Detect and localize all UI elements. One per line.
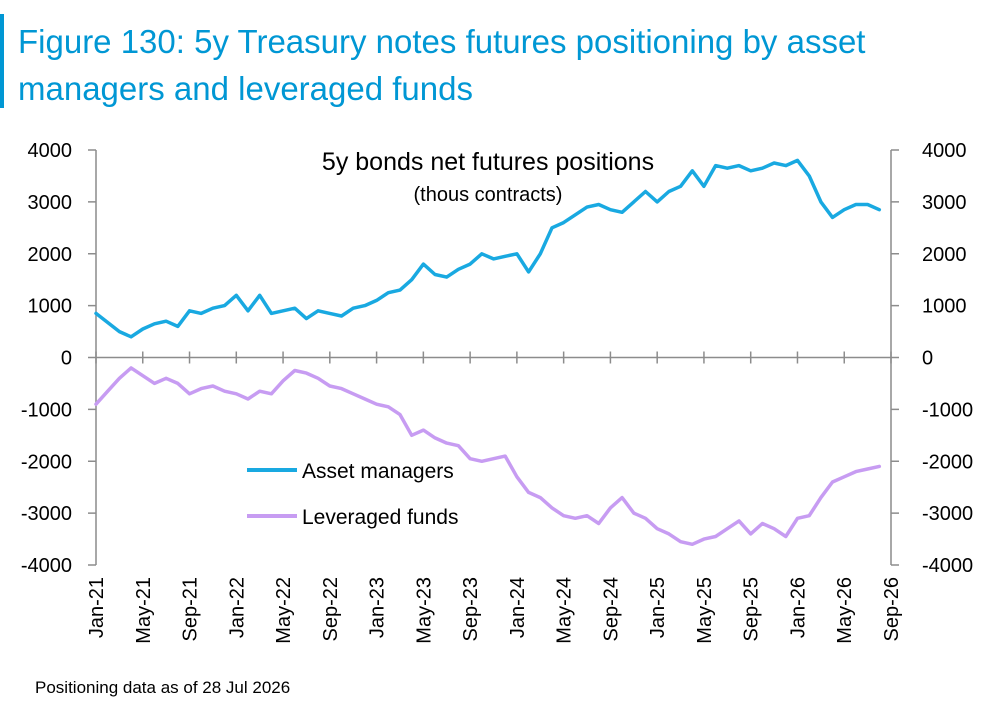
y-tick-label-left: 3000 xyxy=(28,192,73,214)
y-tick-label-right: 0 xyxy=(922,348,933,370)
x-tick-label: Jan-24 xyxy=(507,577,529,638)
x-tick-label: Sep-25 xyxy=(741,577,763,642)
y-tick-label-right: 4000 xyxy=(922,140,967,162)
x-tick-label: Jan-21 xyxy=(86,577,108,638)
title-accent-bar xyxy=(0,14,4,108)
chart-subtitle: (thous contracts) xyxy=(414,184,563,206)
y-tick-label-right: -3000 xyxy=(922,503,973,525)
chart-axes: 4000 4000 3000 3000 2000 2000 1000 1000 0 0 -1000 -… xyxy=(21,140,973,644)
x-tick-label: May-22 xyxy=(273,577,295,644)
legend-label-leveraged-funds: Leveraged funds xyxy=(302,506,458,529)
x-tick-label: May-23 xyxy=(413,577,435,644)
series-line-asset-managers xyxy=(94,158,882,339)
x-tick-label: Jan-22 xyxy=(226,577,248,638)
x-tick-label: Jan-26 xyxy=(787,577,809,638)
y-tick-label-left: 2000 xyxy=(28,244,73,266)
footnote: Positioning data as of 28 Jul 2026 xyxy=(35,678,291,697)
x-tick-label: May-25 xyxy=(694,577,716,644)
y-tick-label-left: -4000 xyxy=(21,555,72,577)
chart-title: 5y bonds net futures positions xyxy=(322,148,654,176)
x-tick-label: Sep-21 xyxy=(180,577,202,642)
x-tick-label: May-24 xyxy=(554,577,576,644)
chart-series xyxy=(94,158,882,547)
y-tick-label-left: -2000 xyxy=(21,451,72,473)
x-tick-label: Sep-24 xyxy=(600,577,622,642)
y-tick-label-left: 1000 xyxy=(28,296,73,318)
chart-legend: Asset managers Leveraged funds xyxy=(247,460,458,529)
y-tick-label-right: 1000 xyxy=(922,296,967,318)
y-tick-label-right: -2000 xyxy=(922,451,973,473)
x-tick-label: Jan-23 xyxy=(367,577,389,638)
y-tick-label-left: -1000 xyxy=(21,399,72,421)
y-tick-label-right: 3000 xyxy=(922,192,967,214)
legend-label-asset-managers: Asset managers xyxy=(302,460,454,483)
x-tick-label: May-26 xyxy=(834,577,856,644)
figure-title: Figure 130: 5y Treasury notes futures po… xyxy=(18,23,866,107)
y-tick-label-left: 4000 xyxy=(28,140,73,162)
y-tick-label-right: 2000 xyxy=(922,244,967,266)
x-tick-label: Sep-26 xyxy=(881,577,903,642)
x-tick-label: Jan-25 xyxy=(647,577,669,638)
series-line-leveraged-funds xyxy=(94,366,882,547)
y-tick-label-left: 0 xyxy=(61,348,72,370)
y-tick-label-right: -4000 xyxy=(922,555,973,577)
y-tick-label-right: -1000 xyxy=(922,399,973,421)
x-tick-label: Sep-23 xyxy=(460,577,482,642)
y-tick-label-left: -3000 xyxy=(21,503,72,525)
x-tick-label: May-21 xyxy=(133,577,155,644)
x-tick-label: Sep-22 xyxy=(320,577,342,642)
